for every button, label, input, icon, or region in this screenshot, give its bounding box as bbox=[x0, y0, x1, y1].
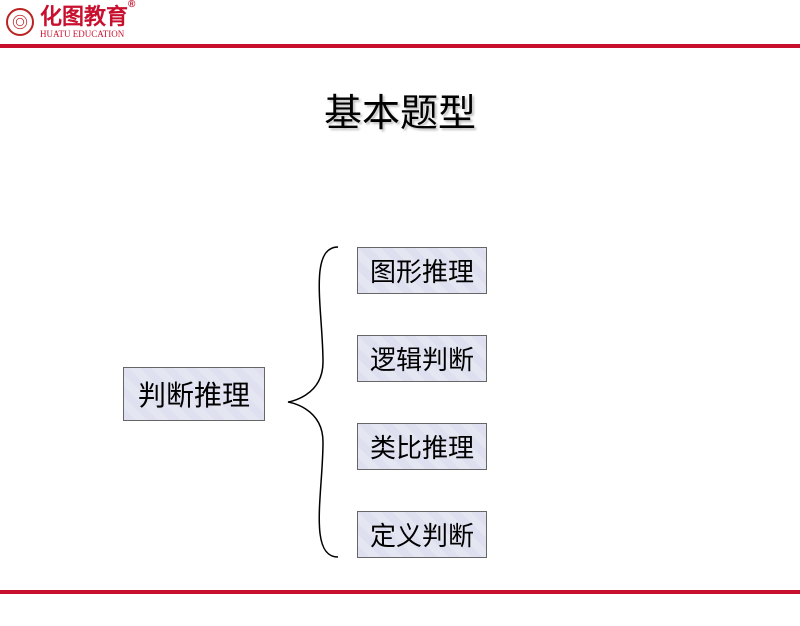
tree-root-node: 判断推理 bbox=[123, 367, 265, 421]
slide-page: 化图教育® HUATU EDUCATION 基本题型 判断推理 图形推理逻辑判断… bbox=[0, 0, 800, 600]
top-divider bbox=[0, 44, 800, 48]
logo-sub-text: HUATU EDUCATION bbox=[40, 30, 135, 39]
tree-child-node: 图形推理 bbox=[357, 247, 487, 294]
logo-main: 化图教育® bbox=[40, 6, 135, 28]
content-area: 基本题型 判断推理 图形推理逻辑判断类比推理定义判断 bbox=[0, 82, 800, 626]
logo-main-text: 化图教育 bbox=[40, 4, 128, 29]
page-title: 基本题型 bbox=[0, 82, 800, 137]
tree-child-node: 定义判断 bbox=[357, 511, 487, 558]
logo-seal-icon bbox=[6, 8, 34, 36]
header: 化图教育® HUATU EDUCATION bbox=[0, 0, 800, 44]
bottom-divider bbox=[0, 590, 800, 594]
tree-child-node: 逻辑判断 bbox=[357, 335, 487, 382]
brace-icon bbox=[278, 242, 358, 562]
logo-text: 化图教育® HUATU EDUCATION bbox=[40, 6, 135, 39]
tree-child-node: 类比推理 bbox=[357, 423, 487, 470]
logo-superscript: ® bbox=[128, 0, 135, 10]
tree-diagram: 判断推理 图形推理逻辑判断类比推理定义判断 bbox=[0, 222, 800, 582]
